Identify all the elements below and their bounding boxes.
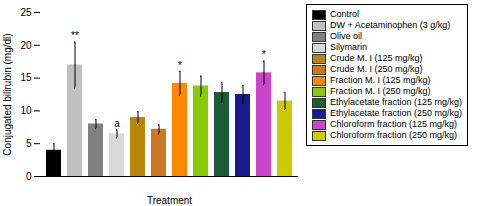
html-text:DW + Acetaminophen (3 g/kg): DW + Acetaminophen (3 g/kg) [330, 20, 451, 30]
svg-text:15: 15 [20, 72, 32, 83]
svg-text:5: 5 [26, 138, 32, 149]
html-text:Silymarin: Silymarin [330, 42, 367, 52]
svg-text:0: 0 [26, 171, 32, 182]
html-text:Crude M. I (125 mg/kg): Crude M. I (125 mg/kg) [330, 53, 423, 63]
html-text:Fraction M. I (125 mg/kg): Fraction M. I (125 mg/kg) [330, 75, 431, 85]
html-text:Chloroform fraction (125 mg/kg: Chloroform fraction (125 mg/kg) [330, 119, 457, 129]
svg-text:*: * [178, 60, 182, 71]
html-text:Olive oil: Olive oil [330, 31, 362, 41]
html-text:Fraction M. I (250 mg/kg): Fraction M. I (250 mg/kg) [330, 86, 431, 96]
svg-text:10: 10 [20, 105, 32, 116]
svg-text:20: 20 [20, 40, 32, 51]
svg-text:**: ** [71, 30, 79, 41]
html-text:Control: Control [330, 9, 359, 19]
html-text:Chloroform fraction (250 mg/kg: Chloroform fraction (250 mg/kg) [330, 130, 457, 140]
svg-text:*: * [262, 49, 266, 60]
svg-text:Treatment: Treatment [147, 195, 192, 206]
svg-text:Conjugated bilirubin (mg/dl): Conjugated bilirubin (mg/dl) [2, 33, 13, 155]
html-text:Ethylacetate fraction (250 mg/: Ethylacetate fraction (250 mg/kg) [330, 108, 463, 118]
html-text:Ethylacetate fraction (125 mg/: Ethylacetate fraction (125 mg/kg) [330, 97, 463, 107]
svg-text:25: 25 [20, 7, 32, 18]
svg-text:a: a [114, 118, 120, 129]
html-text:Crude M. I (250 mg/kg): Crude M. I (250 mg/kg) [330, 64, 423, 74]
